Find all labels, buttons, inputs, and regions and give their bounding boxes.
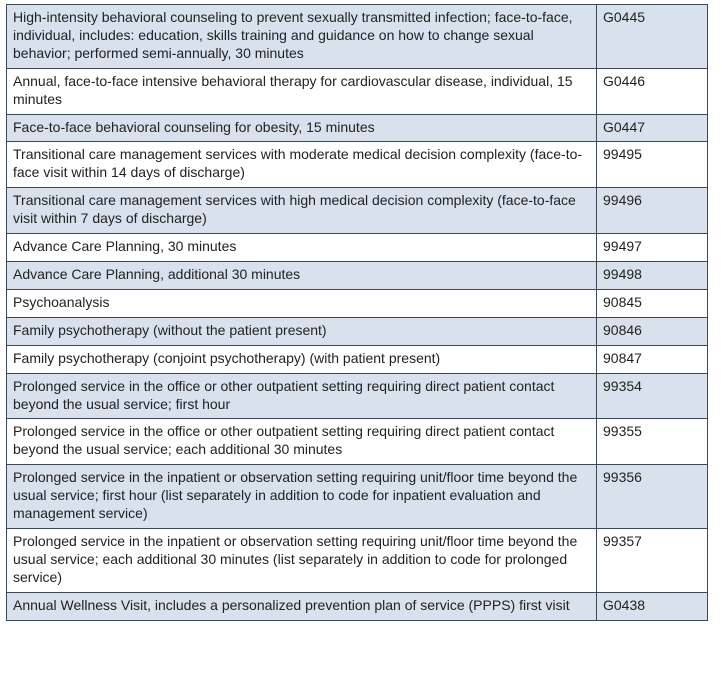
description-cell: Transitional care management services wi… [7,142,597,188]
table-row: Family psychotherapy (without the patien… [7,317,708,345]
code-cell: G0447 [597,114,708,142]
code-cell: G0446 [597,68,708,114]
description-cell: Face-to-face behavioral counseling for o… [7,114,597,142]
table-row: Psychoanalysis90845 [7,289,708,317]
table-row: Prolonged service in the inpatient or ob… [7,528,708,592]
codes-table: High-intensity behavioral counseling to … [6,4,708,621]
table-row: Annual, face-to-face intensive behaviora… [7,68,708,114]
code-cell: 99354 [597,373,708,419]
description-cell: Annual Wellness Visit, includes a person… [7,592,597,620]
description-cell: Prolonged service in the office or other… [7,373,597,419]
description-cell: Transitional care management services wi… [7,188,597,234]
table-row: Prolonged service in the office or other… [7,419,708,465]
table-row: Face-to-face behavioral counseling for o… [7,114,708,142]
table-row: Advance Care Planning, 30 minutes99497 [7,234,708,262]
description-cell: Family psychotherapy (without the patien… [7,317,597,345]
code-cell: 99355 [597,419,708,465]
table-row: Prolonged service in the inpatient or ob… [7,465,708,529]
code-cell: G0445 [597,5,708,69]
description-cell: Psychoanalysis [7,289,597,317]
table-row: Annual Wellness Visit, includes a person… [7,592,708,620]
code-cell: 99495 [597,142,708,188]
description-cell: Advance Care Planning, additional 30 min… [7,261,597,289]
description-cell: Family psychotherapy (conjoint psychothe… [7,345,597,373]
codes-table-body: High-intensity behavioral counseling to … [7,5,708,621]
code-cell: 99356 [597,465,708,529]
description-cell: High-intensity behavioral counseling to … [7,5,597,69]
table-row: Transitional care management services wi… [7,142,708,188]
codes-table-wrap: High-intensity behavioral counseling to … [0,0,722,631]
table-row: Family psychotherapy (conjoint psychothe… [7,345,708,373]
code-cell: 99357 [597,528,708,592]
description-cell: Prolonged service in the inpatient or ob… [7,465,597,529]
table-row: Advance Care Planning, additional 30 min… [7,261,708,289]
description-cell: Prolonged service in the office or other… [7,419,597,465]
code-cell: 99496 [597,188,708,234]
code-cell: G0438 [597,592,708,620]
description-cell: Advance Care Planning, 30 minutes [7,234,597,262]
description-cell: Prolonged service in the inpatient or ob… [7,528,597,592]
code-cell: 99497 [597,234,708,262]
table-row: Prolonged service in the office or other… [7,373,708,419]
code-cell: 99498 [597,261,708,289]
table-row: High-intensity behavioral counseling to … [7,5,708,69]
description-cell: Annual, face-to-face intensive behaviora… [7,68,597,114]
code-cell: 90845 [597,289,708,317]
code-cell: 90846 [597,317,708,345]
table-row: Transitional care management services wi… [7,188,708,234]
code-cell: 90847 [597,345,708,373]
